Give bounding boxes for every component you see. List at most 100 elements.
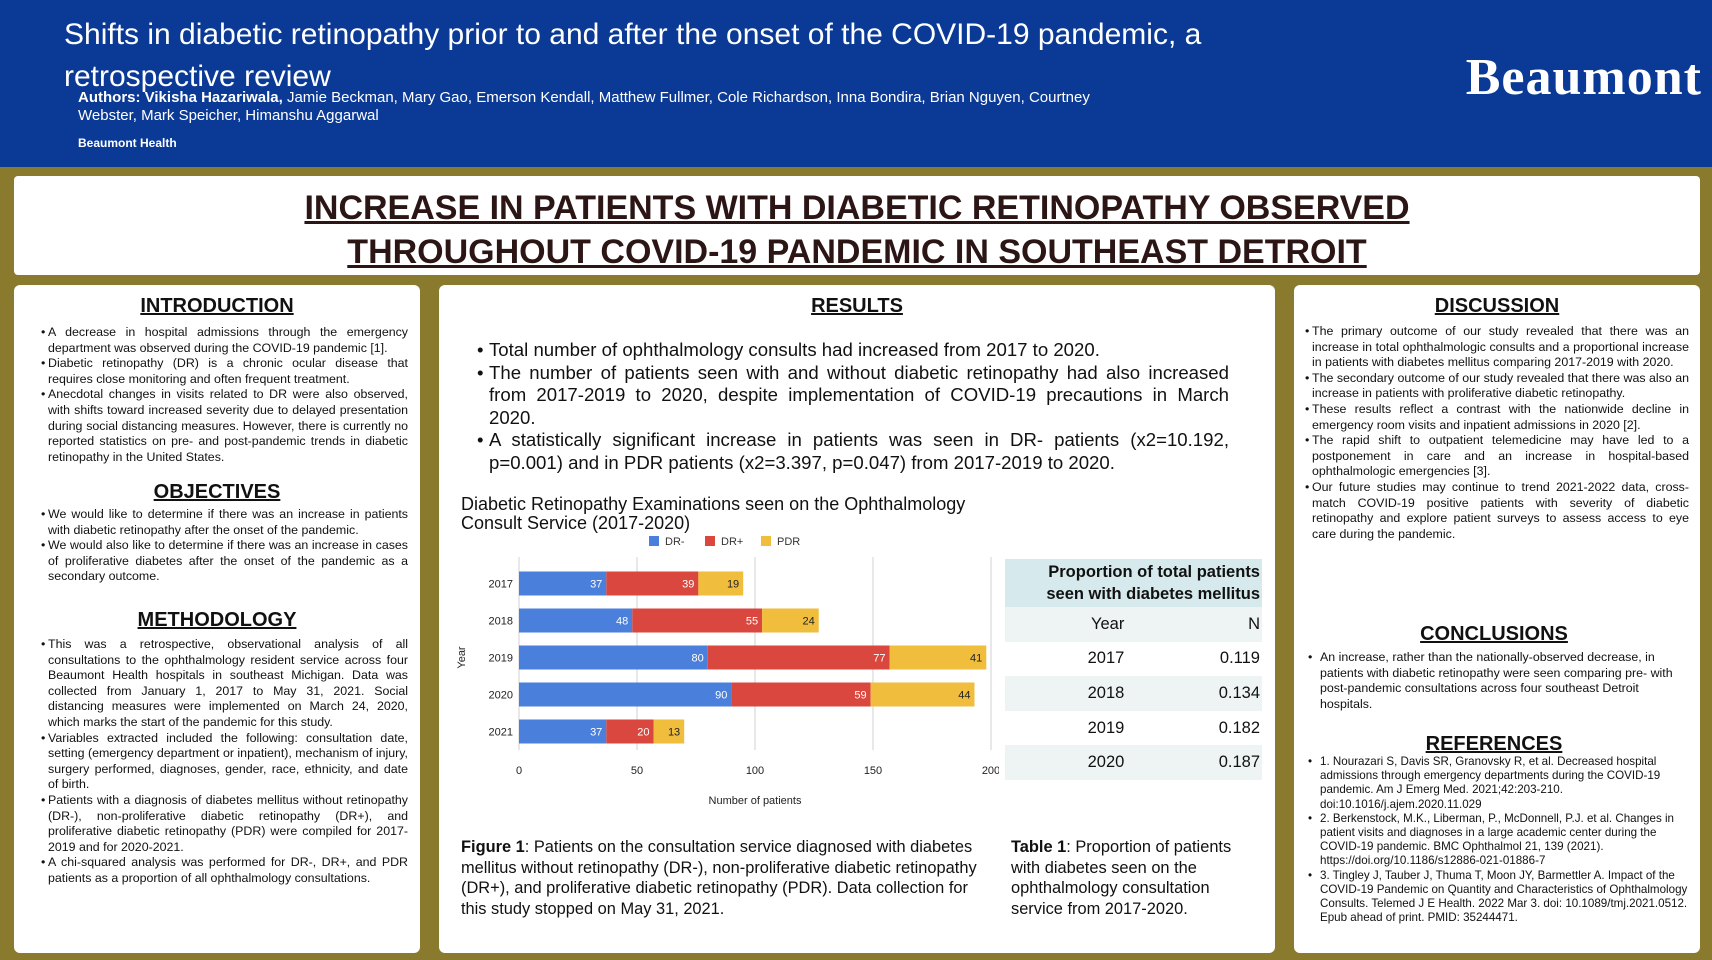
bar-segment	[698, 571, 744, 596]
figure-caption-text: : Patients on the consultation service d…	[461, 838, 977, 918]
y-tick-label: 2019	[489, 653, 513, 665]
objectives-list: We would like to determine if there was …	[41, 507, 408, 585]
figure-caption-label: Figure 1	[461, 838, 525, 856]
y-tick-label: 2018	[489, 616, 513, 628]
list-item: Patients with a diagnosis of diabetes me…	[41, 793, 408, 855]
conclusions-list: An increase, rather than the nationally-…	[1308, 650, 1678, 712]
legend-label: PDR	[777, 536, 800, 548]
data-label: 37	[590, 727, 602, 739]
reference-item: 1. Nourazari S, Davis SR, Granovsky R, e…	[1308, 755, 1688, 812]
chart-title: Diabetic Retinopathy Examinations seen o…	[461, 494, 966, 533]
data-label: 19	[727, 579, 739, 591]
data-label: 77	[873, 653, 885, 665]
bar-segment	[731, 682, 871, 707]
x-tick-label: 0	[516, 765, 522, 777]
list-item: Variables extracted included the followi…	[41, 731, 408, 793]
table-cell: 2017	[1005, 641, 1127, 677]
x-tick-label: 100	[746, 765, 764, 777]
legend-swatch	[649, 536, 659, 546]
list-item: Anecdotal changes in visits related to D…	[41, 387, 408, 465]
left-panel: INTRODUCTION A decrease in hospital admi…	[14, 285, 420, 953]
table-row: 2020 0.187	[1005, 745, 1262, 780]
table-row: 2018 0.134	[1005, 676, 1262, 711]
list-item: The number of patients seen with and wit…	[477, 362, 1229, 430]
bar-segment	[519, 645, 708, 670]
table-caption: Table 1: Proportion of patients with dia…	[1011, 837, 1257, 919]
reference-item: 3. Tingley J, Tauber J, Thuma T, Moon JY…	[1308, 869, 1688, 926]
data-label: 41	[970, 653, 982, 665]
reference-item: 2. Berkenstock, M.K., Liberman, P., McDo…	[1308, 812, 1688, 869]
authors-label: Authors: Vikisha Hazariwala,	[78, 89, 283, 106]
list-item: Diabetic retinopathy (DR) is a chronic o…	[41, 356, 408, 387]
poster-title: Shifts in diabetic retinopathy prior to …	[64, 18, 1202, 93]
y-tick-label: 2017	[489, 579, 513, 591]
list-item: This was a retrospective, observational …	[41, 637, 408, 731]
headline: INCREASE IN PATIENTS WITH DIABETIC RETIN…	[14, 186, 1700, 274]
stacked-bar-chart: DR- DR+ PDR 0 50 100 150 200 2017 37 39 19 2018 48 55 2…	[456, 536, 999, 807]
bar-segment	[653, 719, 685, 744]
list-item: Our future studies may continue to trend…	[1305, 480, 1689, 542]
data-label: 24	[802, 616, 814, 628]
data-label: 80	[692, 653, 704, 665]
x-axis-label: Number of patients	[709, 795, 802, 807]
data-label: 48	[616, 616, 628, 628]
headline-line-2: THROUGHOUT COVID-19 PANDEMIC IN SOUTHEAS…	[347, 233, 1367, 271]
table-cell: 0.134	[1126, 676, 1262, 711]
table-cell: 0.187	[1126, 745, 1262, 780]
table-title-row: Proportion of total patients seen with d…	[1005, 559, 1262, 607]
data-label: 90	[715, 690, 727, 702]
list-item: Total number of ophthalmology consults h…	[477, 339, 1229, 362]
y-tick-label: 2020	[489, 690, 513, 702]
references-heading: REFERENCES	[1425, 733, 1563, 755]
objectives-heading: OBJECTIVES	[153, 481, 281, 503]
table-cell: 0.182	[1126, 710, 1262, 746]
legend-label: DR-	[665, 536, 685, 548]
column-header-n: N	[1126, 607, 1262, 642]
methodology-heading: METHODOLOGY	[137, 609, 297, 631]
y-axis-label: Year	[456, 646, 468, 669]
data-label: 37	[590, 579, 602, 591]
bar-segment	[889, 645, 987, 670]
headline-banner: INCREASE IN PATIENTS WITH DIABETIC RETIN…	[14, 176, 1700, 275]
list-item: A decrease in hospital admissions throug…	[41, 325, 408, 356]
discussion-heading: DISCUSSION	[1434, 295, 1560, 317]
list-item: A chi-squared analysis was performed for…	[41, 855, 408, 886]
bar-segment	[606, 719, 654, 744]
list-item: These results reflect a contrast with th…	[1305, 402, 1689, 433]
list-item: An increase, rather than the nationally-…	[1308, 650, 1678, 712]
y-tick-label: 2021	[489, 727, 513, 739]
legend-swatch	[705, 536, 715, 546]
legend-label: DR+	[721, 536, 743, 548]
list-item: A statistically significant increase in …	[477, 429, 1229, 474]
bar-segment	[632, 608, 763, 633]
x-tick-label: 150	[864, 765, 882, 777]
references-list: 1. Nourazari S, Davis SR, Granovsky R, e…	[1308, 755, 1688, 925]
results-heading: RESULTS	[811, 295, 903, 317]
table-cell: 2018	[1005, 676, 1127, 711]
data-label: 55	[746, 616, 758, 628]
results-panel: RESULTS Total number of ophthalmology co…	[439, 285, 1275, 953]
data-label: 13	[668, 727, 680, 739]
proportion-table: Proportion of total patients seen with d…	[1005, 559, 1262, 780]
table-row: 2019 0.182	[1005, 710, 1262, 746]
discussion-list: The primary outcome of our study reveale…	[1305, 324, 1689, 542]
headline-line-1: INCREASE IN PATIENTS WITH DIABETIC RETIN…	[304, 189, 1410, 227]
x-tick-label: 200	[982, 765, 999, 777]
bar-segment	[519, 571, 607, 596]
bar-segment	[707, 645, 890, 670]
results-list: Total number of ophthalmology consults h…	[477, 339, 1229, 474]
affiliation: Beaumont Health	[78, 136, 177, 150]
data-label: 39	[682, 579, 694, 591]
data-label: 44	[958, 690, 970, 702]
column-header-year: Year	[1005, 607, 1127, 642]
list-item: The secondary outcome of our study revea…	[1305, 371, 1689, 402]
table-cell: 0.119	[1126, 641, 1262, 677]
beaumont-logo: Beaumont	[1465, 49, 1702, 106]
table-caption-label: Table 1	[1011, 838, 1067, 856]
bar-segment	[762, 608, 819, 633]
table-cell: 2020	[1005, 745, 1127, 780]
introduction-heading: INTRODUCTION	[140, 295, 294, 317]
list-item: We would also like to determine if there…	[41, 538, 408, 585]
bar-segment	[519, 608, 633, 633]
bar-segment	[606, 571, 699, 596]
